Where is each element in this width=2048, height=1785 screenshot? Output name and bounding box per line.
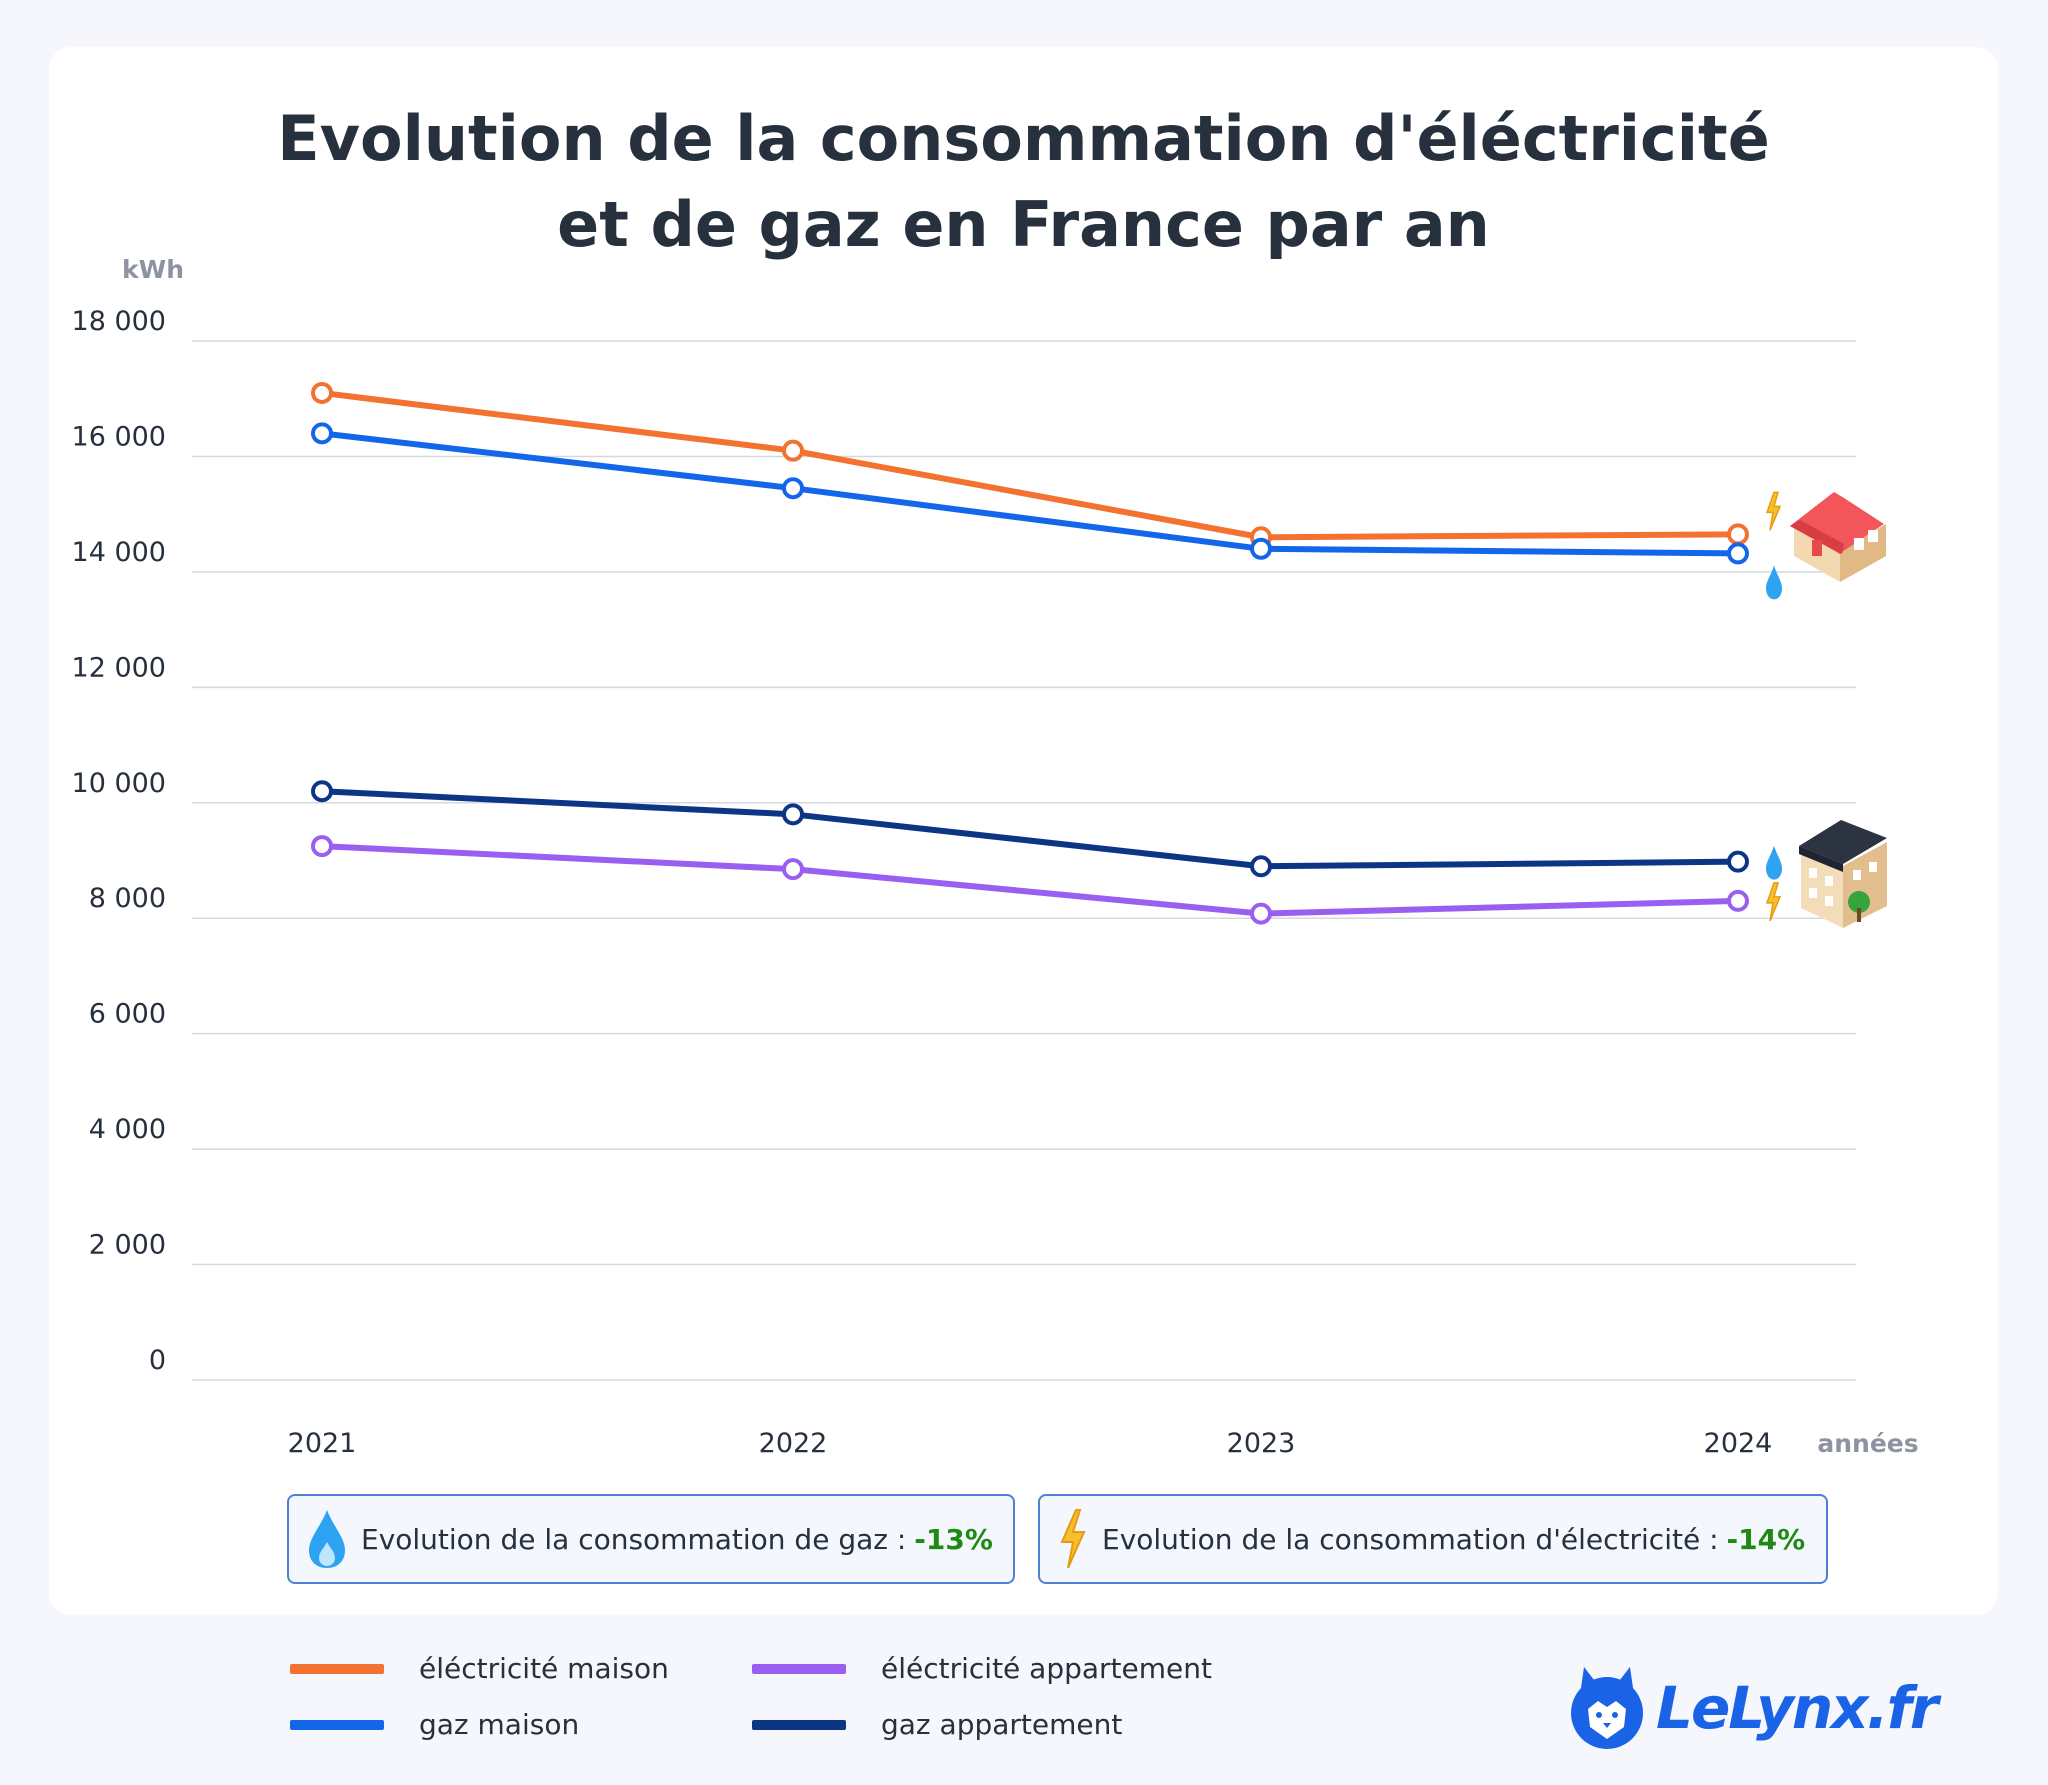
chart-title: Evolution de la consommation d'éléctrici… [49, 96, 1998, 268]
legend-item-gaz-appartement: gaz appartement [752, 1708, 1122, 1741]
series-line [319, 430, 1741, 557]
legend-swatch [752, 1663, 846, 1674]
y-tick-label: 0 [149, 1345, 166, 1376]
y-tick-label: 6 000 [89, 999, 166, 1030]
x-axis-label: années [1817, 1429, 1918, 1458]
lightning-shape [1765, 882, 1782, 922]
series-line [319, 843, 1741, 917]
legend-swatch [290, 1719, 384, 1730]
y-tick-label: 4 000 [89, 1114, 166, 1145]
data-point [1727, 523, 1749, 546]
gas-summary-value: -13% [914, 1522, 993, 1556]
chart-card [49, 47, 1998, 1615]
lynx-logo-icon [1571, 1667, 1643, 1749]
y-tick-label: 8 000 [89, 883, 166, 914]
data-point [1250, 855, 1272, 878]
gas-drop-icon [309, 1510, 345, 1568]
data-point [1250, 902, 1272, 925]
lightning-icon [1765, 491, 1782, 531]
data-point [311, 381, 333, 404]
legend-item-electricite-appartement: éléctricité appartement [752, 1652, 1212, 1685]
apartment-building-icon [1799, 820, 1887, 928]
series-line [319, 788, 1741, 870]
legend-label: éléctricité maison [419, 1652, 669, 1685]
gas-summary-box: Evolution de la consommation de gaz : -1… [287, 1494, 1015, 1584]
series-icons [1765, 491, 1782, 922]
legend-label: gaz appartement [881, 1708, 1123, 1741]
electricity-summary-box: Evolution de la consommation d'électrici… [1038, 1494, 1828, 1584]
y-axis-ticks: 0 2 000 4 000 6 000 8 000 10 000 12 000 14 000 1… [72, 306, 166, 1376]
data-point [1727, 889, 1749, 912]
x-tick-label: 2022 [759, 1428, 828, 1459]
series-lines [311, 381, 1749, 925]
brand-logo: LeLynx.fr [1568, 1658, 2008, 1758]
electricity-summary-value: -14% [1726, 1522, 1806, 1556]
brand-name: LeLynx.fr [1656, 1674, 1938, 1742]
series-line [319, 389, 1741, 541]
x-tick-label: 2021 [288, 1428, 357, 1459]
y-tick-label: 14 000 [72, 537, 166, 568]
data-point [1250, 537, 1272, 560]
data-point [782, 439, 804, 462]
y-axis-unit: kWh [122, 255, 184, 284]
electricity-summary-label: Evolution de la consommation d'électrici… [1102, 1522, 1719, 1556]
lightning-shape [1765, 491, 1782, 531]
house-icon [1790, 492, 1886, 582]
y-tick-label: 2 000 [89, 1230, 166, 1261]
chart-legend: éléctricité maison gaz maison éléctricit… [290, 1640, 1270, 1750]
legend-label: éléctricité appartement [881, 1652, 1212, 1685]
legend-item-electricite-maison: éléctricité maison [290, 1652, 669, 1685]
legend-label: gaz maison [419, 1708, 580, 1741]
data-point [782, 477, 804, 500]
y-tick-label: 16 000 [72, 421, 166, 452]
chart-title-line-2: et de gaz en France par an [557, 188, 1490, 261]
data-point [311, 835, 333, 858]
x-tick-label: 2024 [1704, 1428, 1773, 1459]
line-chart: 0 2 000 4 000 6 000 8 000 10 000 12 000 14 000 1… [72, 255, 1919, 1459]
lightning-icon [1765, 882, 1782, 922]
data-point [311, 422, 333, 445]
gas-summary-label: Evolution de la consommation de gaz : [361, 1522, 907, 1556]
legend-swatch [290, 1663, 384, 1674]
data-point [782, 858, 804, 881]
gas-drop-icon [1766, 845, 1782, 880]
data-point [311, 780, 333, 803]
y-tick-label: 10 000 [72, 768, 166, 799]
legend-item-gaz-maison: gaz maison [290, 1708, 579, 1741]
drop-shape [1766, 845, 1782, 880]
y-tick-label: 18 000 [72, 306, 166, 337]
legend-swatch [752, 1719, 846, 1730]
x-tick-label: 2023 [1227, 1428, 1296, 1459]
y-tick-label: 12 000 [72, 652, 166, 683]
data-point [1727, 542, 1749, 565]
grid-lines [192, 340, 1856, 1381]
x-axis-ticks: 2021 2022 2023 2024 [288, 1428, 1773, 1459]
chart-title-line-1: Evolution de la consommation d'éléctrici… [277, 102, 1770, 175]
lightning-icon [1060, 1509, 1086, 1569]
drop-shape [1766, 565, 1782, 600]
gas-drop-icon [1766, 565, 1782, 600]
data-point [1727, 850, 1749, 873]
data-point [782, 803, 804, 826]
